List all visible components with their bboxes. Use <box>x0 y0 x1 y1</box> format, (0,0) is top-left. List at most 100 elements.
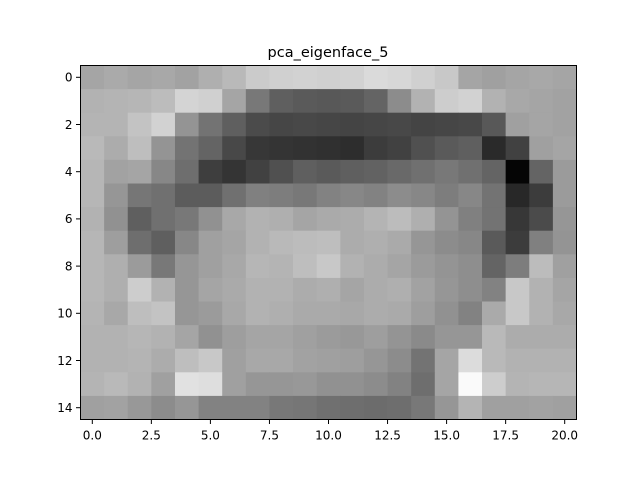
heatmap-cell <box>482 207 507 232</box>
heatmap-cell <box>293 395 318 420</box>
heatmap-cell <box>340 325 365 350</box>
heatmap-cell <box>293 372 318 397</box>
heatmap-cell <box>293 159 318 184</box>
heatmap-cell <box>104 372 129 397</box>
heatmap-cell <box>198 183 223 208</box>
heatmap-cell <box>104 136 129 161</box>
heatmap-cell <box>174 159 199 184</box>
heatmap-cell <box>458 65 483 90</box>
heatmap-cell <box>316 65 341 90</box>
heatmap-cell <box>80 348 105 373</box>
heatmap-cell <box>198 372 223 397</box>
heatmap-cell <box>222 159 247 184</box>
heatmap-cell <box>387 301 412 326</box>
heatmap-cell <box>245 207 270 232</box>
y-tick-label: 2 <box>65 118 73 132</box>
heatmap-cell <box>340 183 365 208</box>
x-tick-label: 20.0 <box>551 429 578 443</box>
heatmap-cell <box>80 112 105 137</box>
heatmap-cell <box>245 89 270 114</box>
heatmap-cell <box>198 112 223 137</box>
heatmap-cell <box>434 65 459 90</box>
heatmap-cell <box>245 230 270 255</box>
heatmap-cell <box>387 325 412 350</box>
heatmap-cell <box>529 254 554 279</box>
heatmap-cell <box>340 301 365 326</box>
heatmap-cell <box>458 372 483 397</box>
heatmap-cell <box>363 112 388 137</box>
heatmap-cell <box>198 230 223 255</box>
heatmap-cell <box>151 207 176 232</box>
heatmap-cell <box>222 89 247 114</box>
heatmap-cell <box>482 348 507 373</box>
heatmap-cell <box>529 136 554 161</box>
heatmap-cell <box>245 136 270 161</box>
heatmap-cell <box>316 183 341 208</box>
heatmap-cell <box>363 65 388 90</box>
heatmap-cell <box>552 207 577 232</box>
heatmap-cell <box>174 348 199 373</box>
heatmap-cell <box>529 372 554 397</box>
heatmap-cell <box>363 254 388 279</box>
x-tick-label: 10.0 <box>315 429 342 443</box>
heatmap-cell <box>151 112 176 137</box>
heatmap-cell <box>269 207 294 232</box>
heatmap-cell <box>104 89 129 114</box>
heatmap-cell <box>316 207 341 232</box>
heatmap-cell <box>340 254 365 279</box>
x-tick-label: 2.5 <box>142 429 161 443</box>
heatmap-cell <box>174 112 199 137</box>
heatmap-cell <box>529 277 554 302</box>
heatmap-cell <box>411 254 436 279</box>
heatmap-cell <box>482 136 507 161</box>
heatmap-cell <box>80 325 105 350</box>
heatmap-cell <box>222 277 247 302</box>
heatmap-cell <box>104 65 129 90</box>
y-tick-label: 0 <box>65 71 73 85</box>
x-tick-label: 15.0 <box>433 429 460 443</box>
heatmap-cell <box>269 372 294 397</box>
heatmap-cell <box>198 277 223 302</box>
heatmap-cell <box>293 348 318 373</box>
heatmap-cell <box>245 301 270 326</box>
heatmap-cell <box>505 230 530 255</box>
heatmap-cell <box>269 89 294 114</box>
heatmap-cell <box>411 301 436 326</box>
heatmap-cell <box>529 159 554 184</box>
heatmap-cell <box>80 277 105 302</box>
heatmap-cell <box>529 230 554 255</box>
heatmap-cell <box>104 183 129 208</box>
heatmap-cell <box>552 372 577 397</box>
heatmap-cell <box>104 230 129 255</box>
heatmap-cell <box>340 112 365 137</box>
heatmap-cell <box>151 230 176 255</box>
heatmap-cell <box>245 183 270 208</box>
y-tick-label: 4 <box>65 165 73 179</box>
heatmap-cell <box>269 183 294 208</box>
heatmap-cell <box>505 136 530 161</box>
heatmap-cell <box>198 301 223 326</box>
heatmap-cell <box>340 277 365 302</box>
heatmap-cell <box>80 230 105 255</box>
heatmap-cell <box>222 325 247 350</box>
x-tick-label: 7.5 <box>260 429 279 443</box>
heatmap-cell <box>434 230 459 255</box>
heatmap-cell <box>104 395 129 420</box>
heatmap-cell <box>482 159 507 184</box>
heatmap-cell <box>151 372 176 397</box>
heatmap-cell <box>80 301 105 326</box>
heatmap-cell <box>151 395 176 420</box>
y-tick-label: 6 <box>65 212 73 226</box>
heatmap-cell <box>80 89 105 114</box>
heatmap-cell <box>482 183 507 208</box>
heatmap-cell <box>174 372 199 397</box>
heatmap-cell <box>411 207 436 232</box>
heatmap-cell <box>174 301 199 326</box>
heatmap-cell <box>434 207 459 232</box>
heatmap-cell <box>411 395 436 420</box>
heatmap-cell <box>151 254 176 279</box>
heatmap-cell <box>387 254 412 279</box>
heatmap-cell <box>482 254 507 279</box>
heatmap-cell <box>316 254 341 279</box>
heatmap-cell <box>363 301 388 326</box>
